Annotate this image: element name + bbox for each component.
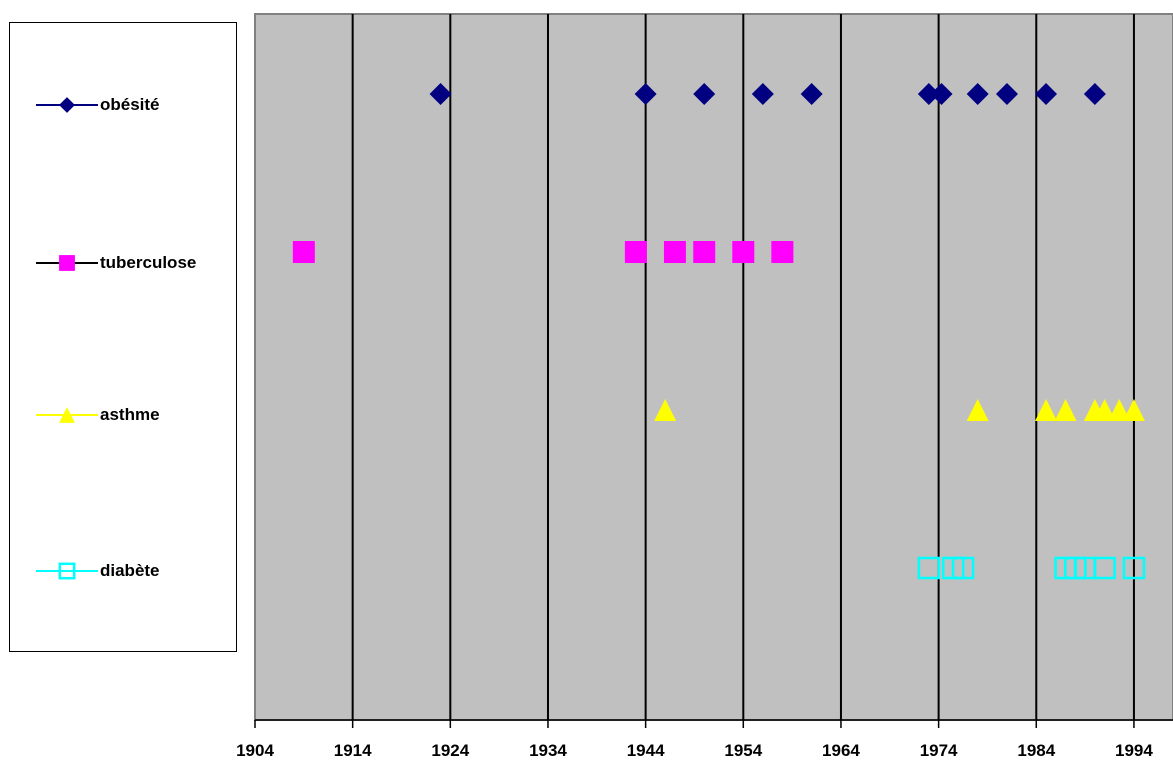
data-point-triangle: [59, 407, 75, 423]
data-point-diamond: [800, 83, 823, 105]
x-tick-label: 1974: [920, 741, 958, 760]
x-tick-label: 1934: [529, 741, 567, 760]
data-point-diamond: [429, 83, 452, 105]
data-point-square: [292, 241, 315, 263]
data-point-diamond: [693, 83, 716, 105]
legend-label: obésité: [100, 95, 160, 114]
x-tick-label: 1944: [627, 741, 665, 760]
legend-label: diabète: [100, 561, 160, 580]
data-point-square: [663, 241, 686, 263]
data-point-diamond: [1035, 83, 1058, 105]
legend-symbol: [36, 562, 98, 580]
data-point-square: [624, 241, 647, 263]
legend-item: asthme: [36, 403, 160, 427]
legend-symbol: [36, 255, 98, 271]
x-tick-label: 1954: [724, 741, 762, 760]
data-point-diamond: [930, 83, 953, 105]
data-point-diamond: [1083, 83, 1106, 105]
data-point-diamond: [995, 83, 1018, 105]
x-tick-label: 1994: [1115, 741, 1153, 760]
data-point-triangle: [966, 399, 989, 421]
data-point-open-square: [58, 562, 76, 580]
data-point-diamond: [917, 83, 940, 105]
chart-legend: obésité tuberculose asthme diabète: [9, 22, 237, 652]
legend-item: obésité: [36, 93, 160, 117]
data-point-square: [771, 241, 794, 263]
legend-symbol: [36, 407, 98, 423]
data-point-triangle: [1108, 399, 1131, 421]
data-point-square: [693, 241, 716, 263]
data-point-triangle: [1093, 399, 1116, 421]
x-tick-label: 1964: [822, 741, 860, 760]
data-point-diamond: [751, 83, 774, 105]
x-tick-label: 1904: [236, 741, 274, 760]
data-point-triangle: [654, 399, 677, 421]
data-point-triangle: [1054, 399, 1077, 421]
data-point-triangle: [1035, 399, 1058, 421]
x-tick-label: 1984: [1017, 741, 1055, 760]
data-point-triangle: [1122, 399, 1145, 421]
data-point-open-square: [1093, 556, 1116, 580]
data-point-diamond: [966, 83, 989, 105]
legend-symbol: [36, 97, 98, 113]
data-point-diamond: [59, 97, 75, 113]
data-point-open-square: [1122, 556, 1146, 580]
data-point-square: [59, 255, 75, 271]
data-point-diamond: [634, 83, 657, 105]
legend-label: asthme: [100, 405, 160, 424]
legend-item: tuberculose: [36, 251, 196, 275]
legend-item: diabète: [36, 559, 160, 583]
data-point-square: [732, 241, 755, 263]
legend-label: tuberculose: [100, 253, 197, 272]
data-point-open-square: [951, 556, 975, 580]
data-point-open-square: [917, 556, 941, 580]
x-tick-label: 1924: [431, 741, 469, 760]
x-tick-label: 1914: [334, 741, 372, 760]
